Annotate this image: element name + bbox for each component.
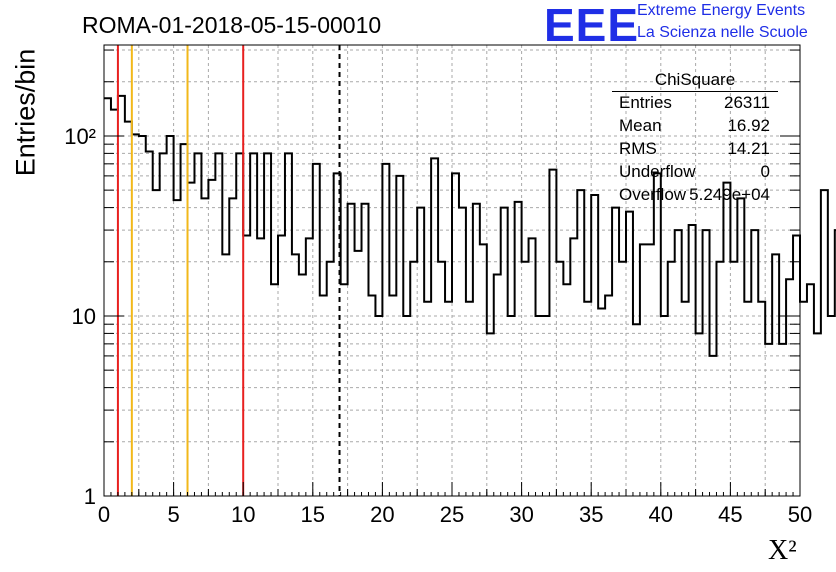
x-tick-label: 5	[167, 502, 179, 527]
x-tick-label: 10	[231, 502, 255, 527]
stats-row-value: 26311	[723, 93, 770, 112]
stats-row-value: 5.249e+04	[689, 185, 770, 204]
logo-line-1: Extreme Energy Events	[637, 2, 806, 19]
reference-lines	[116, 45, 341, 496]
histogram-series	[104, 94, 836, 357]
histogram-step-line	[104, 94, 836, 357]
stats-row-label: Entries	[619, 93, 672, 112]
chart-title: ROMA-01-2018-05-15-00010	[82, 12, 382, 38]
axis-ticks	[103, 49, 801, 497]
x-tick-label: 15	[301, 502, 325, 527]
x-tick-label: 25	[440, 502, 464, 527]
stats-row-label: Mean	[619, 116, 662, 135]
x-tick-label: 35	[579, 502, 603, 527]
x-tick-label: 20	[370, 502, 394, 527]
x-tick-label: 50	[788, 502, 812, 527]
stats-row-label: Underflow	[619, 162, 696, 181]
y-tick-label: 10²	[64, 124, 96, 149]
stats-box-title: ChiSquare	[654, 70, 736, 89]
y-axis-label: Entries/bin	[10, 48, 41, 177]
x-axis-label: X²	[768, 535, 797, 566]
x-tick-label: 40	[649, 502, 673, 527]
stats-row-value: 16.92	[727, 116, 770, 135]
y-tick-label: 1	[84, 484, 96, 509]
x-tick-label: 30	[509, 502, 533, 527]
stats-row-value: 14.21	[727, 139, 770, 158]
stats-row-label: Overflow	[619, 185, 687, 204]
stats-row-value: 0	[760, 162, 770, 181]
x-tick-label: 0	[98, 502, 110, 527]
stats-row-label: RMS	[619, 139, 657, 158]
y-tick-label: 10	[72, 304, 96, 329]
tick-labels: 0 5 10 15 20 25 30 35 40 45 50 1 10 10²	[64, 124, 812, 527]
x-tick-label: 45	[718, 502, 742, 527]
stats-box-rule	[612, 91, 778, 92]
logo-line-2: La Scienza nelle Scuole	[637, 24, 808, 41]
eee-logo: EEE	[544, 0, 640, 51]
